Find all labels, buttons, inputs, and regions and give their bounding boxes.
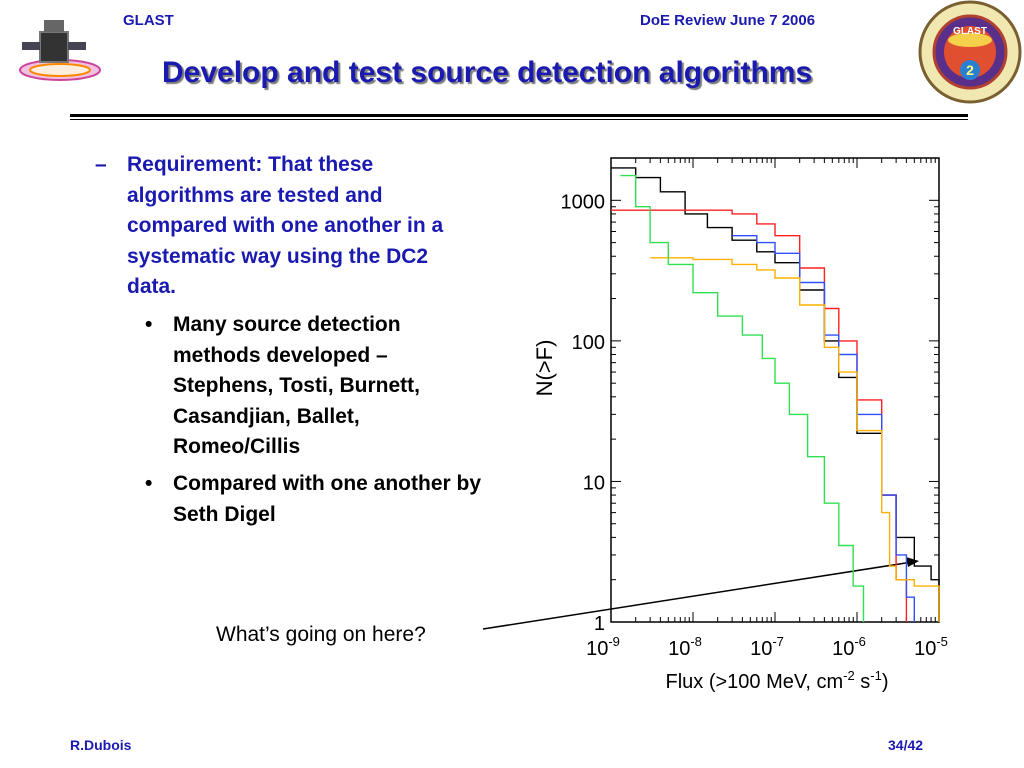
series-line-4 — [620, 174, 865, 622]
series-line-0 — [611, 167, 940, 622]
glast-satellite-logo — [10, 12, 102, 92]
x-tick-label: 10-5 — [914, 634, 948, 660]
n-greater-f-chart: 10-9 10-8 10-7 10-6 10-5 1 10 100 1000 Flux (>100… — [532, 157, 948, 693]
slide-title: Develop and test source detection algori… — [162, 56, 813, 89]
annotation-text: What’s going on here? — [216, 623, 426, 646]
badge-glast-text: GLAST — [953, 26, 987, 37]
y-axis-label: N(>F) — [532, 340, 557, 397]
y-tick-label: 1000 — [561, 191, 606, 213]
x-tick-label: 10-7 — [750, 634, 784, 660]
badge-number-text: 2 — [966, 62, 974, 78]
y-tick-label: 10 — [583, 472, 605, 494]
footer-author: R.Dubois — [70, 737, 132, 753]
x-tick-label: 10-6 — [832, 634, 866, 660]
sub-bullet-text: Compared with one another by Seth Digel — [173, 472, 482, 526]
header-right-label: DoE Review June 7 2006 — [640, 12, 816, 29]
requirement-text: Requirement: That these algorithms are t… — [127, 153, 444, 298]
header-left-label: GLAST — [123, 12, 174, 29]
x-tick-label: 10-9 — [586, 634, 620, 660]
title-divider-thick — [70, 114, 968, 117]
chart-plot-area: 10-9 10-8 10-7 10-6 10-5 1 10 100 1000 Flux (>100… — [532, 157, 948, 693]
dash-marker: – — [95, 153, 107, 176]
series-line-3 — [650, 257, 940, 622]
series-line-2 — [732, 235, 915, 622]
x-tick-label: 10-8 — [668, 634, 702, 660]
series-line-1 — [611, 209, 908, 622]
x-axis-label: Flux (>100 MeV, cm-2 s-1) — [665, 668, 888, 693]
y-tick-label: 100 — [572, 332, 605, 354]
footer-page-number: 34/42 — [888, 737, 924, 753]
title-divider-thin — [70, 119, 968, 120]
data-challenge-badge-logo: GLAST 2 — [918, 0, 1022, 104]
y-tick-label: 1 — [594, 613, 605, 635]
sub-bullet-text: Many source detection methods developed … — [173, 313, 420, 458]
bullet-marker: • — [145, 313, 153, 336]
bullet-marker: • — [145, 472, 153, 495]
